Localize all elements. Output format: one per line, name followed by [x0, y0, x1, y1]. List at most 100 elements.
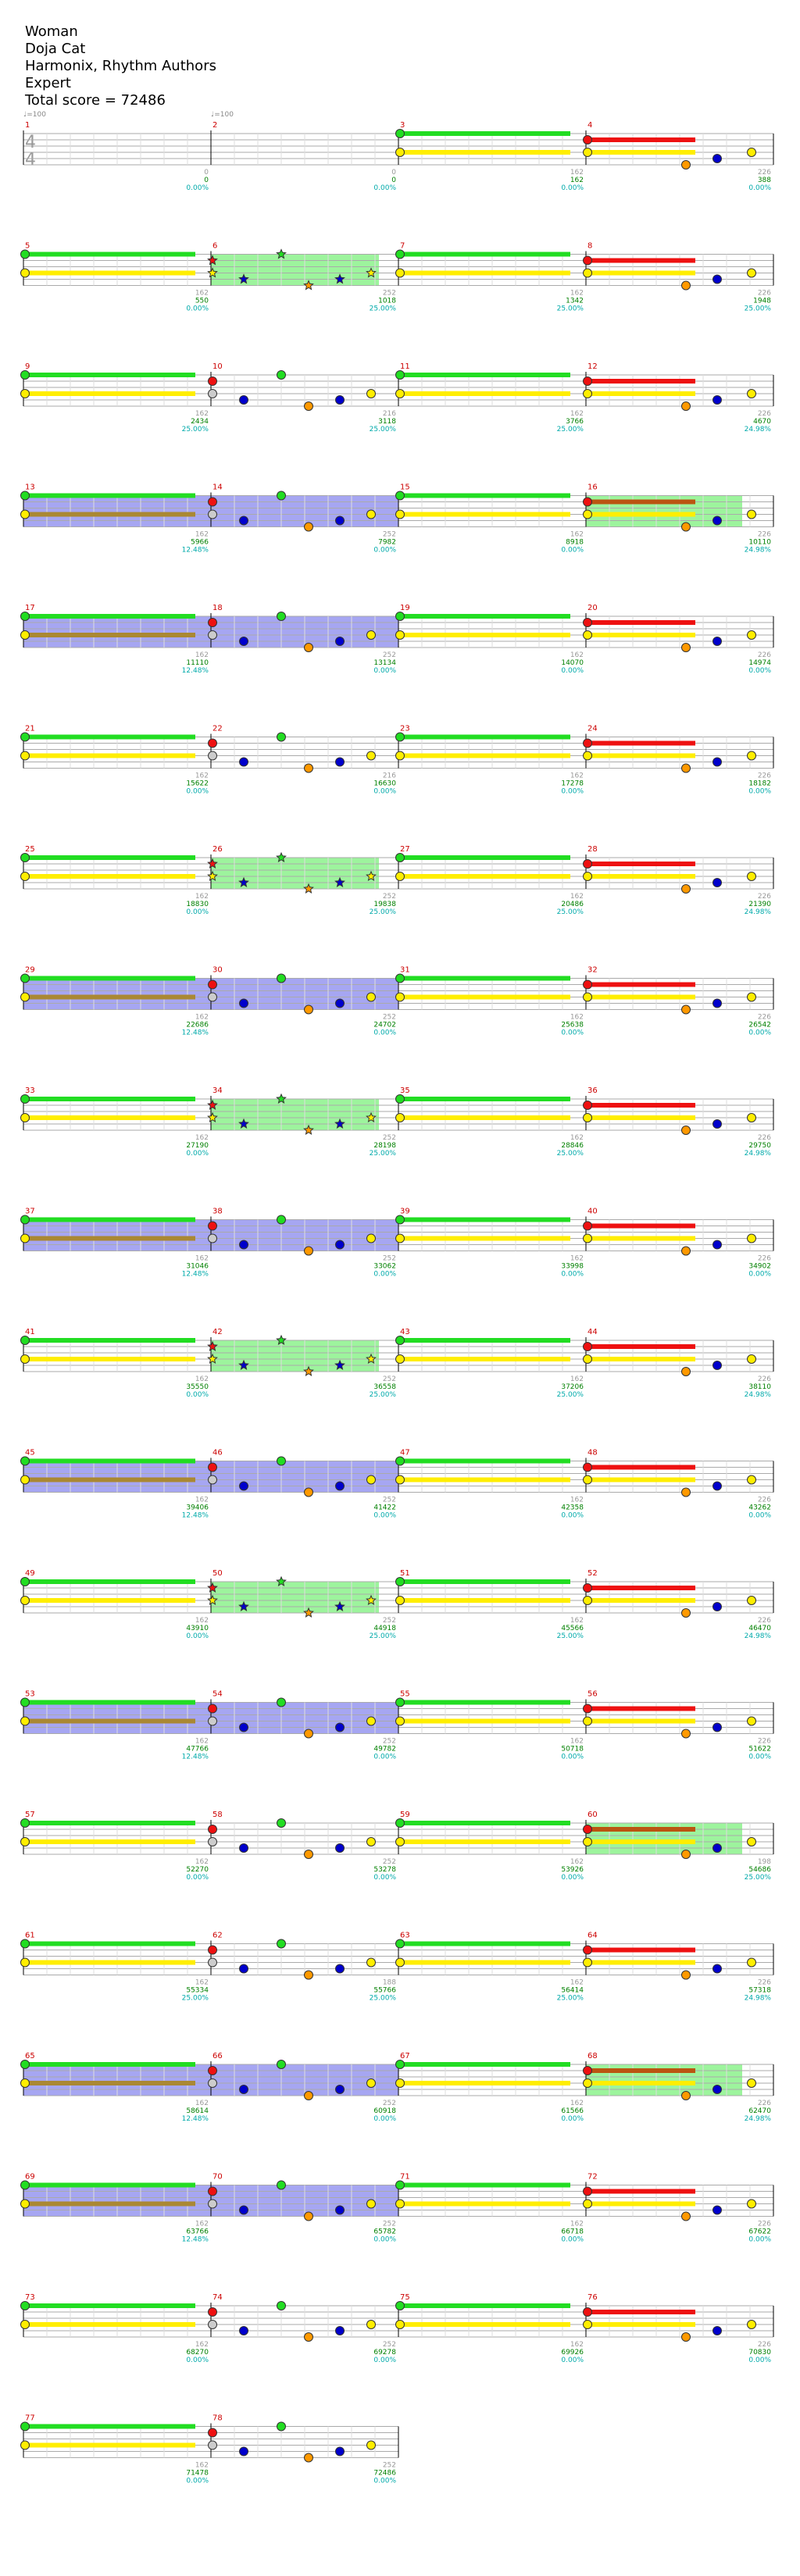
note-yellow — [747, 509, 756, 519]
note-red — [583, 859, 592, 869]
note-orange — [304, 2332, 313, 2342]
note-green — [395, 2301, 405, 2310]
note-yellow — [395, 630, 405, 640]
cumulative-score: 33062 — [373, 1263, 396, 1271]
note-red — [583, 1825, 592, 1834]
measure-number: 73 — [25, 2293, 35, 2302]
star-percent: 12.48% — [182, 1029, 209, 1037]
star-percent: 0.00% — [561, 788, 584, 796]
note-yellow — [395, 268, 405, 278]
note-yellow — [583, 872, 592, 881]
measure-number: 20 — [588, 604, 598, 612]
cumulative-score: 14070 — [561, 659, 584, 667]
star-percent: 0.00% — [186, 1150, 209, 1158]
note-red — [208, 497, 217, 507]
note-blue — [335, 516, 345, 526]
cumulative-score: 55334 — [186, 1987, 209, 1995]
bar-end-label: 162 — [570, 2341, 584, 2349]
star-percent: 25.00% — [370, 908, 397, 916]
tempo-marking: ♩=100 — [23, 111, 46, 119]
bar-end-label: 252 — [383, 2462, 396, 2470]
bar-end-label: 162 — [195, 1858, 209, 1866]
note-yellow — [208, 1837, 217, 1846]
note-yellow — [747, 2320, 756, 2329]
star-percent: 0.00% — [561, 184, 584, 192]
cumulative-score: 13134 — [373, 659, 396, 667]
note-orange — [304, 1246, 313, 1256]
note-green — [20, 973, 30, 983]
cumulative-score: 36558 — [373, 1383, 396, 1391]
note-yellow — [208, 389, 217, 398]
star-percent: 24.98% — [745, 547, 772, 555]
time-signature-bottom: 4 — [25, 150, 36, 169]
note-yellow — [747, 2199, 756, 2209]
star-percent: 0.00% — [186, 305, 209, 313]
measure-number: 11 — [400, 362, 410, 371]
measure-number: 61 — [25, 1932, 35, 1940]
note-blue — [712, 1119, 722, 1129]
cumulative-score: 4670 — [753, 418, 771, 426]
note-green — [20, 2060, 30, 2069]
note-red — [208, 2307, 217, 2317]
note-blue — [239, 2326, 248, 2335]
bar-end-label: 198 — [758, 1858, 771, 1866]
measure-number: 54 — [212, 1690, 223, 1699]
cumulative-score: 65782 — [373, 2228, 396, 2236]
note-yellow — [747, 389, 756, 398]
note-blue — [239, 1843, 248, 1853]
cumulative-score: 33998 — [561, 1263, 584, 1271]
cumulative-score: 18830 — [186, 901, 209, 908]
star-note-blue — [238, 1118, 249, 1129]
note-yellow — [395, 389, 405, 398]
note-blue — [712, 395, 722, 405]
note-green — [395, 1456, 405, 1466]
note-yellow — [20, 2440, 30, 2450]
measure-number: 4 — [588, 121, 592, 130]
note-yellow — [366, 1233, 376, 1243]
note-yellow — [583, 509, 592, 519]
measure-number: 29 — [25, 966, 35, 975]
note-blue — [712, 998, 722, 1008]
note-green — [395, 1818, 405, 1828]
note-yellow — [395, 992, 405, 1002]
measure-number: 44 — [588, 1328, 598, 1336]
note-blue — [335, 1964, 345, 1974]
bar-end-label: 162 — [195, 2341, 209, 2349]
note-blue — [239, 1240, 248, 1250]
song-artist: Doja Cat — [25, 41, 86, 57]
star-percent: 0.00% — [748, 2357, 771, 2364]
star-power-section — [211, 1099, 379, 1130]
star-percent: 0.00% — [186, 1874, 209, 1882]
note-blue — [712, 1964, 722, 1974]
note-yellow — [747, 872, 756, 881]
note-green — [395, 853, 405, 862]
star-note-yellow — [207, 1594, 218, 1605]
note-yellow — [20, 389, 30, 398]
cumulative-score: 34902 — [748, 1263, 771, 1271]
note-orange — [681, 1608, 691, 1618]
note-yellow — [366, 1837, 376, 1846]
note-yellow — [208, 1716, 217, 1726]
note-green — [395, 2060, 405, 2069]
measure-number: 13 — [25, 483, 35, 492]
cumulative-score: 41422 — [373, 1504, 396, 1512]
bar-end-label: 162 — [195, 893, 209, 901]
note-yellow — [747, 1475, 756, 1485]
cumulative-score: 58614 — [186, 2107, 209, 2115]
measure-number: 63 — [400, 1932, 410, 1940]
bar-end-label: 226 — [758, 290, 771, 298]
bar-end-label: 252 — [383, 651, 396, 659]
cumulative-score: 42358 — [561, 1504, 584, 1512]
note-yellow — [20, 1113, 30, 1122]
star-percent: 12.48% — [182, 547, 209, 555]
note-red — [208, 979, 217, 990]
star-note-yellow — [366, 1111, 377, 1122]
cumulative-score: 71478 — [186, 2470, 209, 2478]
star-percent: 0.00% — [748, 1029, 771, 1037]
measure-number: 56 — [588, 1690, 598, 1699]
note-yellow — [20, 2078, 30, 2088]
note-red — [583, 979, 592, 990]
measure-number: 36 — [588, 1086, 598, 1095]
cumulative-score: 62470 — [748, 2107, 771, 2115]
note-blue — [712, 637, 722, 646]
